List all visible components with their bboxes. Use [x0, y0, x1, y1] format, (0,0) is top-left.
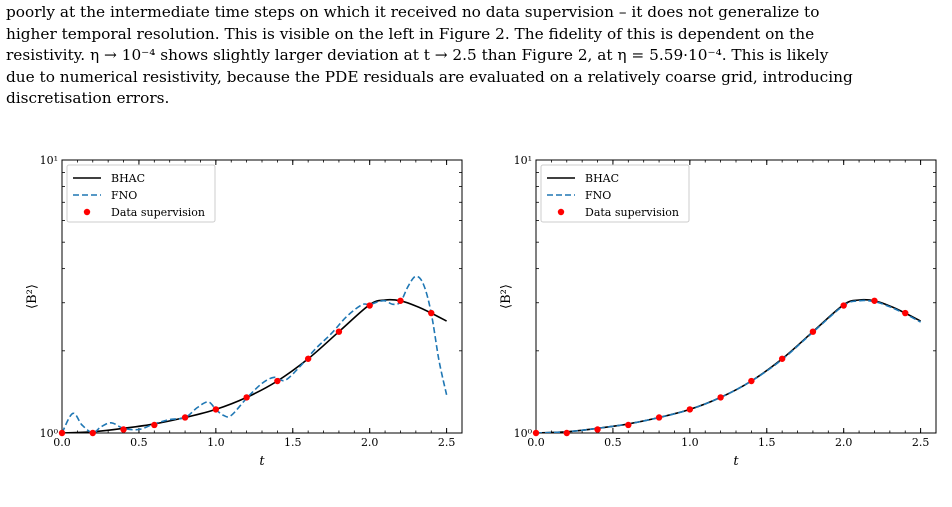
y-tick-label: 10¹: [40, 154, 58, 167]
bhac-series-line: [536, 298, 921, 433]
figure-left-panel: 0.0 0.5 1.0 1.5 2.0 2.5 10⁰ 10¹ t ⟨B²⟩ BHAC FNO Data…: [4, 150, 474, 484]
data-supervision-point: [243, 394, 250, 401]
legend-box: [66, 164, 216, 223]
data-supervision-point: [625, 421, 632, 429]
x-tick-label: 2.0: [361, 436, 379, 449]
chart-right-svg: 0.0 0.5 1.0 1.5 2.0 2.5 10⁰ 10¹ t ⟨B²⟩ BHAC FNO Data…: [499, 154, 937, 469]
chart-left-svg: 0.0 0.5 1.0 1.5 2.0 2.5 10⁰ 10¹ t ⟨B²⟩ BHAC FNO Data…: [25, 154, 463, 469]
data-supervision-point: [151, 421, 158, 429]
legend-fno-label: FNO: [111, 189, 137, 202]
data-supervision-point: [871, 297, 878, 304]
legend: BHAC FNO Data supervision: [540, 164, 690, 223]
data-supervision-point: [717, 394, 724, 401]
legend-data-supervision-label: Data supervision: [585, 206, 679, 219]
legend: BHAC FNO Data supervision: [66, 164, 216, 223]
legend-data-supervision-label: Data supervision: [111, 206, 205, 219]
x-tick-label: 2.0: [835, 436, 853, 449]
legend-box: [540, 164, 690, 223]
x-tick-label: 0.0: [527, 436, 545, 449]
data-supervision-point: [532, 429, 540, 437]
legend-bhac-label: BHAC: [111, 172, 145, 185]
legend-marker: [557, 208, 565, 216]
y-axis-label: ⟨B²⟩: [25, 284, 40, 309]
data-supervision-point: [366, 302, 373, 309]
data-supervision-point: [563, 429, 570, 437]
data-supervision-point: [274, 377, 281, 385]
data-supervision-point: [58, 429, 66, 437]
legend-fno-label: FNO: [585, 189, 611, 202]
x-tick-label: 1.0: [681, 436, 699, 449]
paragraph-line: poorly at the intermediate time steps on…: [6, 3, 820, 21]
x-tick-label: 0.0: [53, 436, 71, 449]
data-supervision-point: [778, 355, 786, 362]
data-supervision-point: [686, 406, 694, 413]
x-tick-label: 0.5: [130, 436, 148, 449]
x-tick-label: 1.0: [207, 436, 225, 449]
data-supervision-point: [335, 328, 343, 335]
data-supervision-point: [304, 355, 312, 362]
legend-bhac-label: BHAC: [585, 172, 619, 185]
data-supervision-point: [120, 426, 127, 433]
x-axis-label: t: [259, 454, 265, 469]
bhac-series-line: [62, 298, 447, 433]
data-supervision-point: [902, 309, 909, 317]
paragraph-line: due to numerical resistivity, because th…: [6, 67, 853, 86]
figure-right-panel: 0.0 0.5 1.0 1.5 2.0 2.5 10⁰ 10¹ t ⟨B²⟩ BHAC FNO Data…: [478, 150, 948, 484]
data-supervision-point: [89, 429, 96, 437]
data-supervision-point: [428, 309, 435, 317]
x-tick-label: 0.5: [604, 436, 622, 449]
paragraph-line: higher temporal resolution. This is visi…: [6, 24, 815, 43]
data-supervision-point: [840, 302, 847, 309]
x-tick-label: 2.5: [438, 436, 456, 449]
y-tick-label: 10⁰: [40, 427, 59, 440]
data-supervision-point: [181, 414, 189, 421]
data-supervision-point: [809, 328, 817, 335]
caption-strip: [0, 496, 952, 507]
x-tick-label: 1.5: [758, 436, 776, 449]
x-tick-label: 1.5: [284, 436, 302, 449]
paragraph-line: discretisation errors.: [6, 89, 170, 107]
x-tick-label: 2.5: [912, 436, 930, 449]
fno-series-line: [536, 299, 921, 433]
y-axis-label: ⟨B²⟩: [499, 284, 514, 309]
data-supervision-point: [748, 377, 755, 385]
x-axis-label: t: [733, 454, 739, 469]
data-supervision-point: [594, 426, 601, 433]
data-supervision-point: [397, 297, 404, 304]
body-paragraph: poorly at the intermediate time steps on…: [6, 2, 946, 110]
data-supervision-point: [212, 406, 220, 413]
legend-marker: [83, 208, 91, 216]
y-tick-label: 10⁰: [514, 427, 533, 440]
y-tick-label: 10¹: [514, 154, 532, 167]
paragraph-line: resistivity. η → 10⁻⁴ shows slightly lar…: [6, 46, 829, 64]
data-supervision-point: [655, 414, 663, 421]
